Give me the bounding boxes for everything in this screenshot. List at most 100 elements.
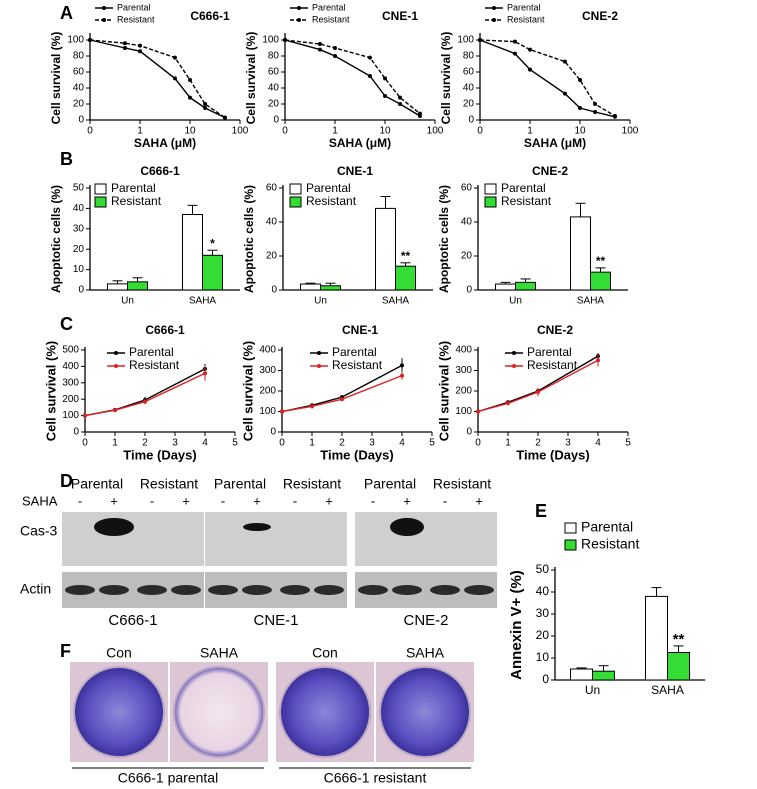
- x-tick-label: 100: [427, 126, 444, 137]
- data-point: [280, 409, 284, 414]
- y-tick-label: 60: [266, 183, 278, 194]
- data-point: [400, 373, 404, 378]
- legend-label: Resistant: [507, 14, 545, 24]
- x-axis-label: Time (Days): [123, 447, 196, 462]
- y-tick-label: 400: [259, 345, 276, 356]
- legend-label: Resistant: [312, 14, 350, 24]
- y-tick-label: 0: [73, 427, 79, 438]
- y-axis-label: Cell survival (%): [240, 341, 255, 441]
- chart-title: C666-1: [190, 9, 230, 23]
- legend-label: Resistant: [581, 536, 639, 552]
- data-point: [478, 38, 482, 42]
- x-axis-label: SAHA (μM): [524, 136, 586, 150]
- data-point: [398, 102, 403, 106]
- treatment-label: SAHA: [22, 493, 58, 508]
- data-point: [88, 38, 92, 42]
- x-tick-label: Un: [585, 683, 600, 697]
- chart-title: CNE-2: [582, 9, 618, 23]
- y-tick-label: 40: [266, 217, 278, 228]
- bar: [667, 652, 690, 681]
- bar: [300, 283, 321, 291]
- y-axis-label: Cell survival (%): [49, 32, 63, 125]
- panel-label: C: [60, 314, 73, 334]
- x-tick-label: 100: [232, 126, 249, 137]
- data-point: [367, 74, 372, 78]
- data-point: [188, 78, 192, 82]
- data-point: [593, 102, 598, 106]
- x-tick-label: SAHA: [651, 683, 684, 697]
- y-axis-label: Cell survival (%): [244, 32, 258, 125]
- y-tick-label: 100: [67, 35, 84, 46]
- data-point: [476, 409, 480, 414]
- data-point: [400, 363, 404, 368]
- legend-marker: [317, 364, 321, 368]
- cell-line-label: CNE-1: [253, 612, 298, 629]
- y-tick-label: 100: [62, 410, 79, 421]
- lane-label: +: [403, 493, 411, 508]
- x-axis-label: Time (Days): [516, 447, 589, 462]
- panel-label: D: [60, 471, 73, 491]
- y-tick-label: 0: [466, 285, 472, 296]
- data-point: [383, 76, 387, 81]
- lane-label: -: [78, 493, 82, 508]
- bar: [515, 281, 536, 291]
- data-point: [113, 408, 117, 413]
- data-point: [138, 43, 142, 48]
- x-tick-label: Un: [121, 296, 134, 307]
- y-tick-label: 10: [536, 650, 550, 664]
- legend-swatch: [484, 196, 497, 208]
- data-point: [172, 55, 177, 60]
- data-point: [222, 115, 227, 120]
- condition-label: Con: [312, 645, 338, 661]
- x-tick-label: Un: [509, 296, 522, 307]
- data-point: [367, 55, 372, 60]
- y-axis-label: Apoptotic cells (%): [49, 185, 63, 293]
- significance-label: **: [596, 254, 606, 268]
- panel-label: F: [60, 641, 71, 661]
- legend-swatch: [289, 183, 302, 195]
- bar: [570, 668, 593, 681]
- significance-label: **: [401, 249, 411, 263]
- y-tick-label: 40: [463, 83, 475, 94]
- y-tick-label: 60: [73, 67, 85, 78]
- y-tick-label: 80: [268, 51, 280, 62]
- group-label: C666-1 parental: [118, 770, 218, 786]
- x-tick-label: 1: [527, 126, 533, 137]
- legend-marker: [492, 18, 496, 22]
- y-tick-label: 20: [461, 251, 473, 262]
- legend-label: Parental: [332, 345, 377, 359]
- y-tick-label: 0: [542, 672, 549, 686]
- blot-membrane: [355, 512, 497, 566]
- legend-label: Parental: [501, 181, 546, 195]
- x-axis-label: Time (Days): [320, 447, 393, 462]
- data-point: [333, 54, 337, 58]
- x-axis-label: SAHA (μM): [134, 136, 196, 150]
- bar: [320, 285, 341, 291]
- legend-swatch: [564, 522, 577, 534]
- actin-band: [314, 585, 344, 595]
- group-label: Resistant: [433, 476, 491, 492]
- actin-band: [430, 585, 460, 595]
- y-tick-label: 40: [73, 83, 85, 94]
- y-tick-label: 60: [461, 183, 473, 194]
- data-point: [172, 76, 177, 81]
- well: [279, 666, 371, 758]
- x-tick-label: 3: [369, 438, 375, 449]
- lane-label: -: [371, 493, 375, 508]
- y-tick-label: 20: [266, 251, 278, 262]
- y-tick-label: 200: [62, 394, 79, 405]
- x-tick-label: 1: [309, 438, 315, 449]
- y-tick-label: 100: [262, 35, 279, 46]
- chart-title: CNE-2: [537, 323, 573, 337]
- y-tick-label: 100: [259, 406, 276, 417]
- legend-label: Resistant: [111, 194, 162, 208]
- actin-band: [171, 585, 201, 595]
- x-tick-label: 3: [172, 438, 178, 449]
- actin-band: [242, 585, 272, 595]
- data-point: [383, 94, 387, 98]
- data-point: [562, 59, 567, 64]
- x-tick-label: 100: [622, 126, 639, 137]
- lane-label: -: [293, 493, 297, 508]
- chart-title: CNE-1: [337, 164, 373, 178]
